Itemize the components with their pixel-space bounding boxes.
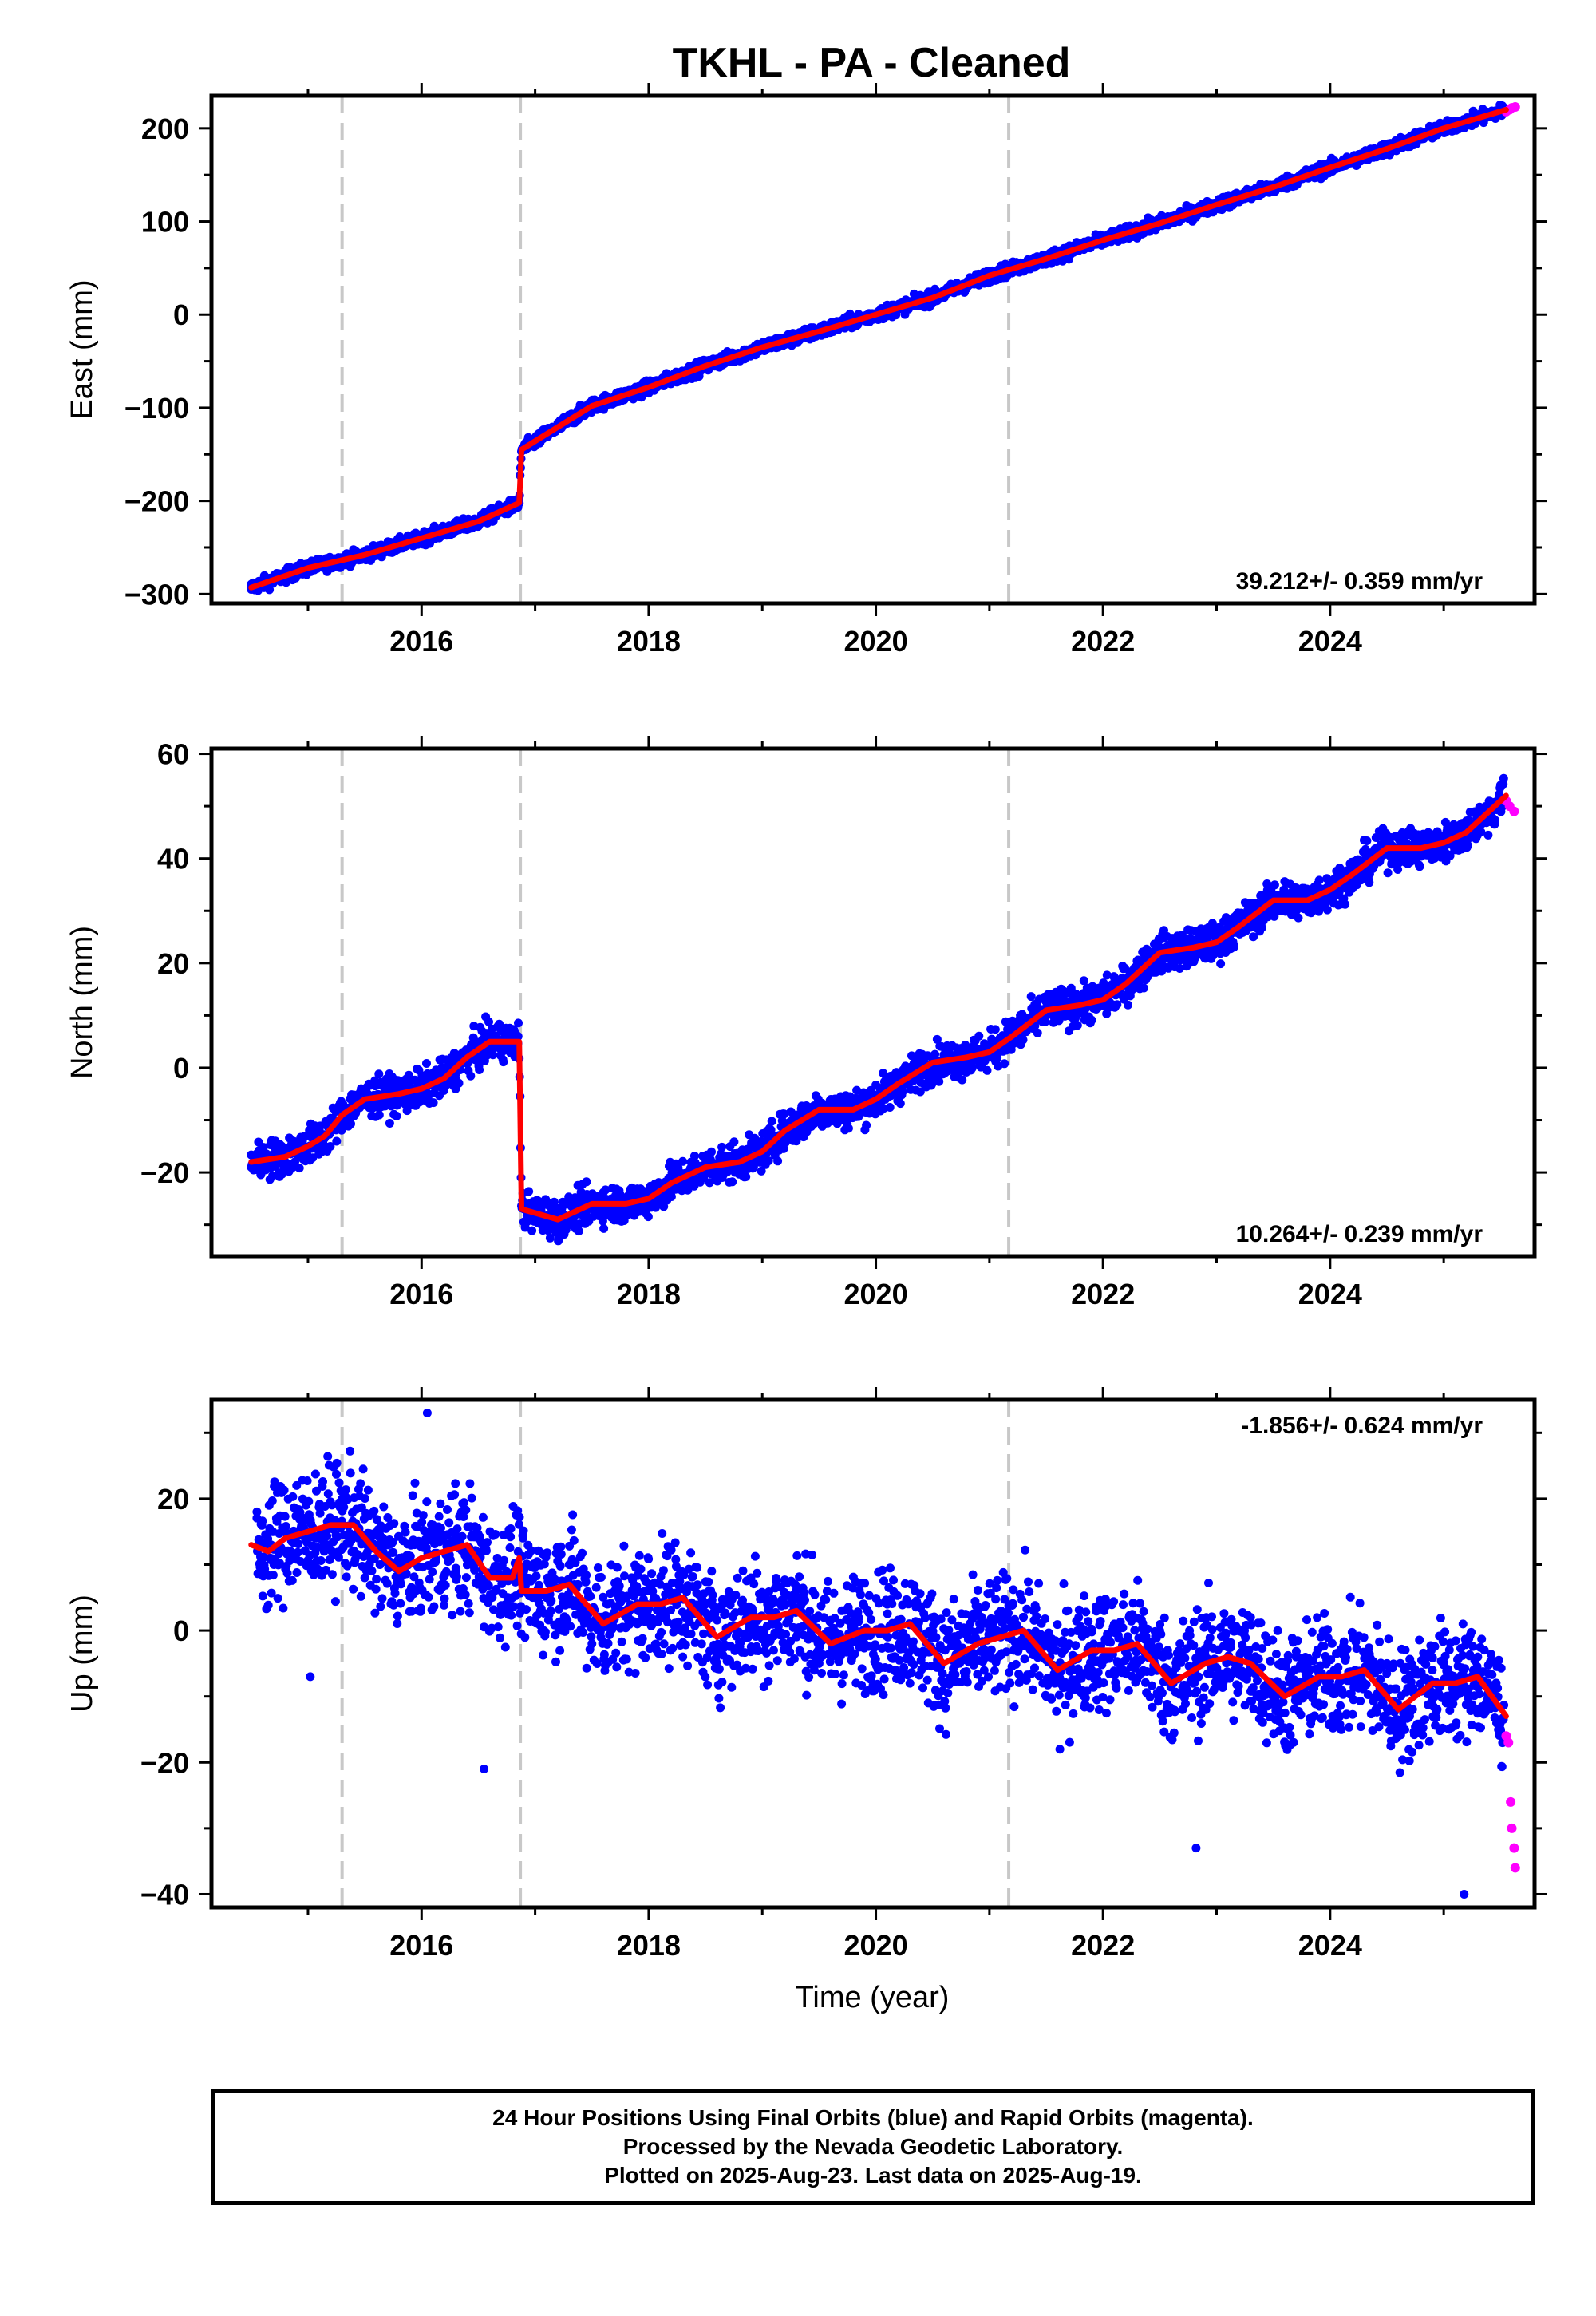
final-point	[643, 1212, 653, 1222]
final-point	[705, 1178, 714, 1188]
final-point	[974, 1031, 984, 1041]
final-point	[982, 1065, 992, 1075]
final-point	[495, 1019, 504, 1029]
final-point	[773, 1156, 783, 1166]
final-point	[475, 1065, 484, 1074]
y-tick-label: 200	[141, 113, 189, 145]
x-tick-label: 2020	[844, 625, 908, 658]
rapid-point	[1510, 102, 1520, 113]
final-point	[689, 1152, 699, 1160]
final-point	[601, 1185, 610, 1195]
final-point	[429, 1098, 438, 1108]
final-point	[374, 1069, 384, 1079]
final-point	[514, 1018, 523, 1028]
final-point	[915, 1087, 925, 1097]
final-point	[1073, 1021, 1082, 1030]
final-point	[1087, 1015, 1096, 1025]
final-point	[932, 1034, 942, 1044]
final-point	[466, 1071, 476, 1081]
final-point	[707, 1147, 716, 1156]
final-point	[550, 1197, 559, 1207]
final-point	[1000, 1059, 1009, 1069]
final-point	[484, 1017, 493, 1026]
panel-frame	[209, 93, 1537, 606]
final-point	[852, 1085, 862, 1095]
y-tick-label: −300	[124, 578, 189, 611]
chart-title: TKHL - PA - Cleaned	[673, 40, 1071, 86]
final-point	[666, 1192, 676, 1201]
final-point	[574, 1227, 583, 1236]
final-point	[404, 1070, 413, 1080]
final-point	[326, 1142, 335, 1151]
rate-label: 39.212+/- 0.359 mm/yr	[1236, 568, 1483, 595]
final-point	[930, 1049, 940, 1059]
final-point	[717, 1142, 727, 1152]
final-point	[729, 1137, 739, 1147]
panel-east: 2016 2018 2020 2022 2024 −300 −200 −100 0 100 200 E…	[65, 83, 1547, 658]
x-tick-label: 2016	[389, 625, 453, 658]
final-point	[1079, 976, 1088, 986]
final-point	[780, 1109, 789, 1119]
final-point	[265, 585, 275, 595]
final-point	[545, 1233, 555, 1243]
final-point	[392, 1111, 401, 1120]
final-point	[346, 1119, 355, 1128]
final-point	[885, 1103, 895, 1112]
final-point	[1112, 1000, 1122, 1010]
final-point	[683, 1185, 693, 1195]
final-point	[757, 1166, 766, 1176]
final-point	[1124, 1000, 1132, 1010]
final-point	[1041, 1017, 1050, 1026]
final-point	[488, 1050, 498, 1060]
final-point	[1175, 964, 1184, 973]
final-point	[764, 1156, 773, 1165]
final-point	[1102, 970, 1112, 980]
final-point	[990, 1025, 1000, 1034]
final-point	[967, 1063, 977, 1073]
final-point	[499, 1057, 508, 1067]
final-point	[843, 1124, 853, 1133]
final-point	[337, 1125, 346, 1135]
final-point	[1026, 992, 1036, 1002]
final-point	[422, 1059, 431, 1068]
x-tick-label: 2018	[617, 625, 681, 658]
final-point	[961, 1041, 970, 1049]
final-point	[728, 1177, 737, 1187]
y-tick-label: −200	[124, 485, 189, 518]
final-point	[294, 1164, 304, 1173]
y-tick-label: −100	[124, 392, 189, 425]
plot-area	[247, 773, 1519, 1246]
chart-panels: 2016 2018 2020 2022 2024 −300 −200 −100 0 100 200 E…	[65, 83, 1547, 1962]
final-point	[374, 1110, 384, 1120]
final-point	[898, 1087, 907, 1097]
final-point	[1208, 951, 1218, 960]
y-tick-label: 0	[173, 298, 189, 331]
final-point	[862, 1120, 871, 1130]
final-point	[767, 1117, 776, 1126]
final-point	[1018, 1035, 1028, 1045]
x-tick-label: 2024	[1298, 625, 1362, 658]
final-point	[1072, 990, 1081, 999]
y-axis-label: East (mm)	[65, 279, 99, 419]
final-point	[678, 1156, 688, 1166]
final-point	[524, 1187, 534, 1196]
final-point	[741, 1172, 751, 1181]
plot-area	[247, 101, 1520, 595]
final-point	[402, 1106, 412, 1116]
final-point	[332, 1136, 342, 1146]
final-point	[599, 1223, 609, 1233]
final-point	[582, 1177, 591, 1187]
final-point	[527, 1226, 537, 1235]
final-point	[598, 1216, 607, 1226]
final-point	[1033, 1028, 1042, 1037]
x-tick-label: 2022	[1071, 625, 1135, 658]
y-tick-label: 100	[141, 206, 189, 239]
model-line	[248, 107, 1509, 591]
final-point	[385, 1119, 394, 1128]
final-point	[958, 1075, 967, 1085]
final-point	[1139, 983, 1148, 993]
